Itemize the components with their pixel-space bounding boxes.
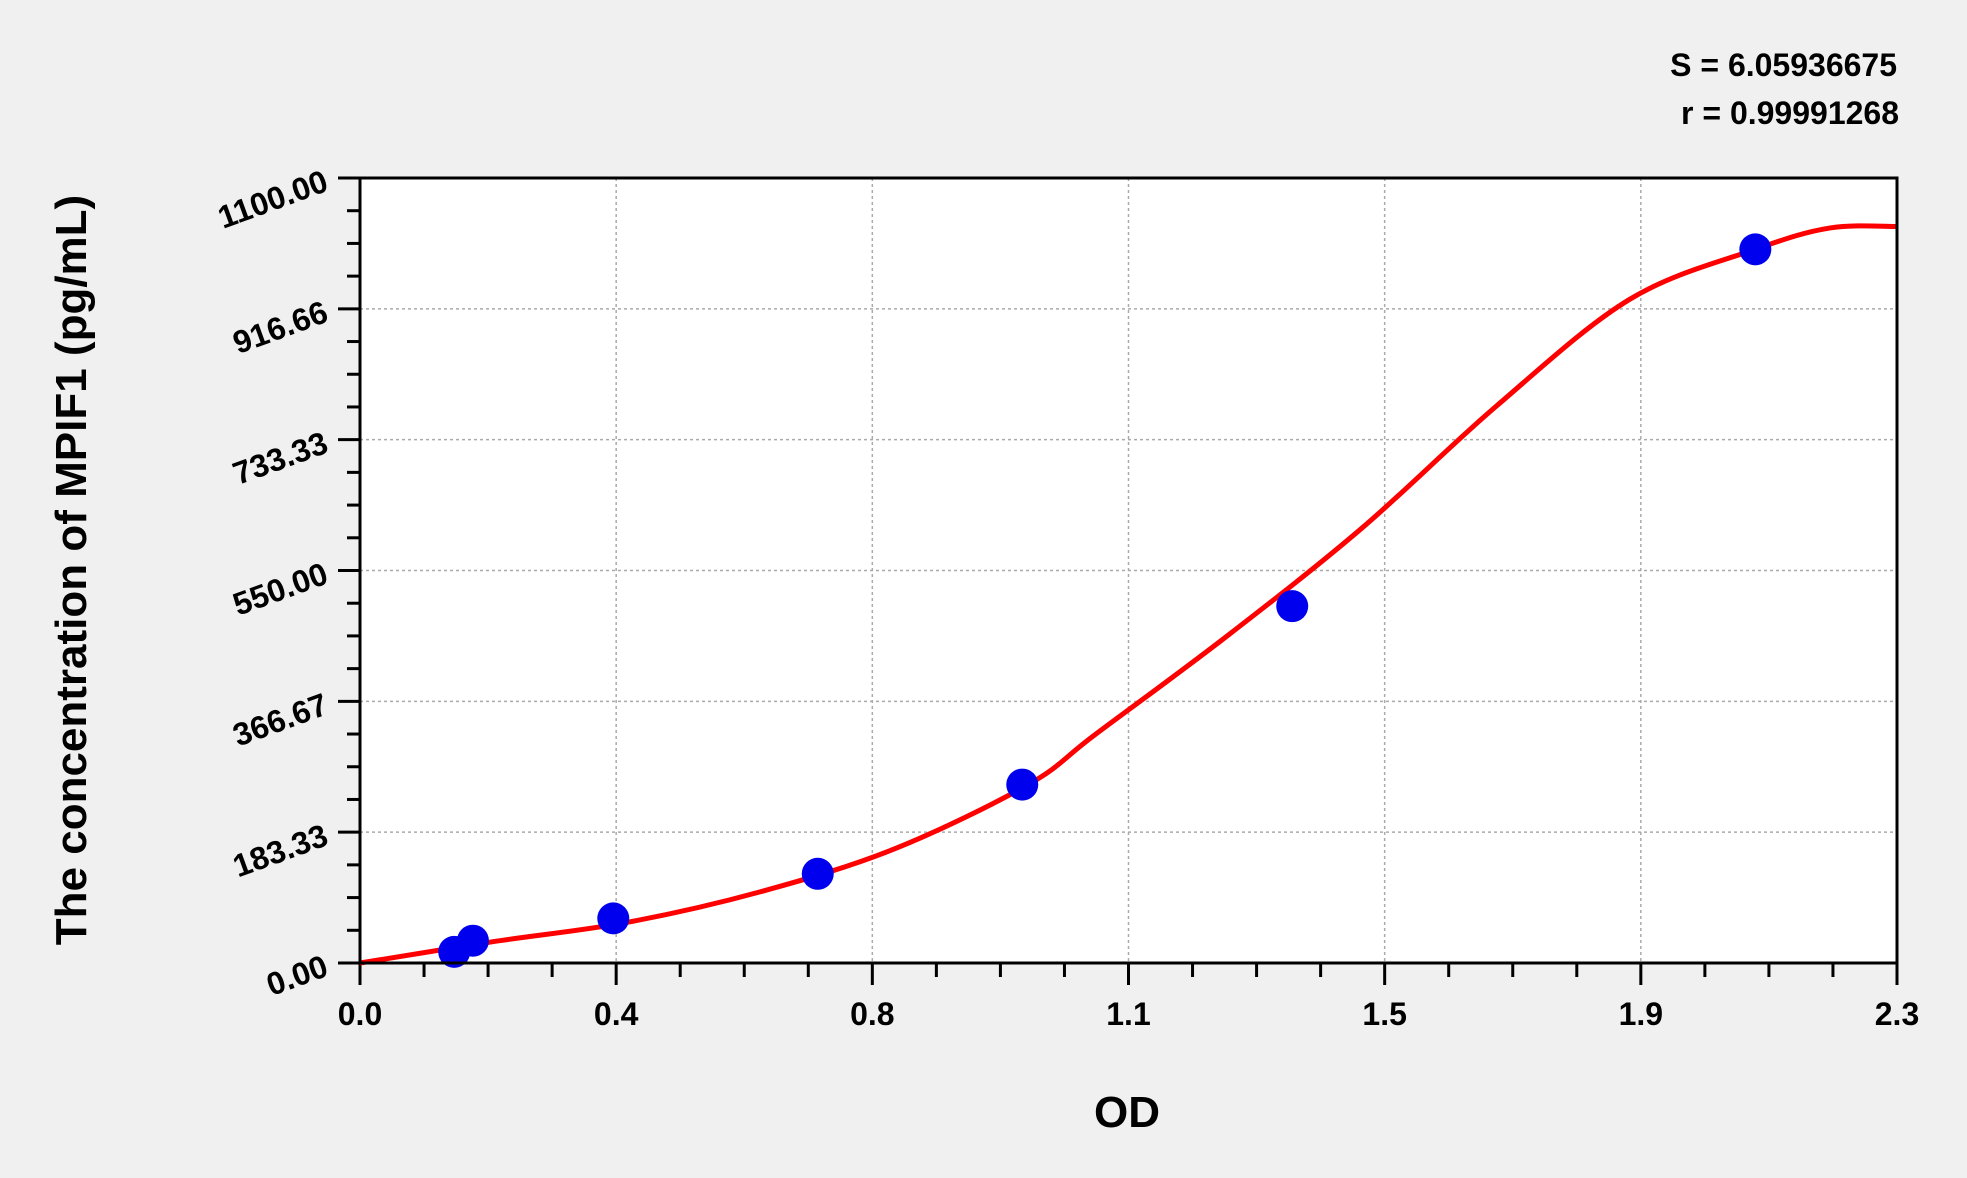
y-tick-label: 0.00 bbox=[262, 948, 333, 1003]
y-tick-label: 916.66 bbox=[228, 294, 332, 361]
y-axis-label: The concentration of MPIF1 (pg/mL) bbox=[47, 195, 96, 945]
y-tick-label: 550.00 bbox=[228, 555, 332, 622]
grid bbox=[360, 178, 1897, 963]
x-tick-labels: 0.0 0.4 0.8 1.1 1.5 1.9 2.3 bbox=[338, 996, 1919, 1032]
y-tick-label: 366.67 bbox=[228, 686, 332, 753]
x-axis-label: OD bbox=[1094, 1088, 1160, 1137]
ticks bbox=[338, 176, 1899, 985]
x-tick-label: 1.9 bbox=[1619, 996, 1663, 1032]
x-tick-label: 0.0 bbox=[338, 996, 382, 1032]
x-tick-label: 1.1 bbox=[1106, 996, 1150, 1032]
x-tick-label: 2.3 bbox=[1875, 996, 1919, 1032]
annotation-s: S = 6.05936675 bbox=[1670, 47, 1897, 83]
x-tick-label: 0.4 bbox=[594, 996, 639, 1032]
x-tick-label: 0.8 bbox=[850, 996, 894, 1032]
fit-curve bbox=[359, 223, 1898, 966]
x-tick-label: 1.5 bbox=[1362, 996, 1406, 1032]
y-tick-label: 1100.00 bbox=[213, 163, 332, 236]
y-tick-labels: 0.00 183.33 366.67 550.00 733.33 916.66 1100.0… bbox=[213, 163, 332, 1003]
data-point bbox=[1276, 590, 1309, 623]
data-point bbox=[456, 924, 489, 957]
data-point bbox=[1739, 233, 1772, 266]
data-point bbox=[1006, 768, 1039, 801]
y-tick-label: 733.33 bbox=[228, 424, 332, 491]
plot-frame bbox=[358, 176, 1899, 965]
data-point bbox=[801, 857, 834, 890]
annotation-r: r = 0.99991268 bbox=[1681, 95, 1899, 131]
y-tick-label: 183.33 bbox=[228, 817, 332, 884]
data-points bbox=[438, 233, 1772, 968]
data-point bbox=[597, 902, 630, 935]
